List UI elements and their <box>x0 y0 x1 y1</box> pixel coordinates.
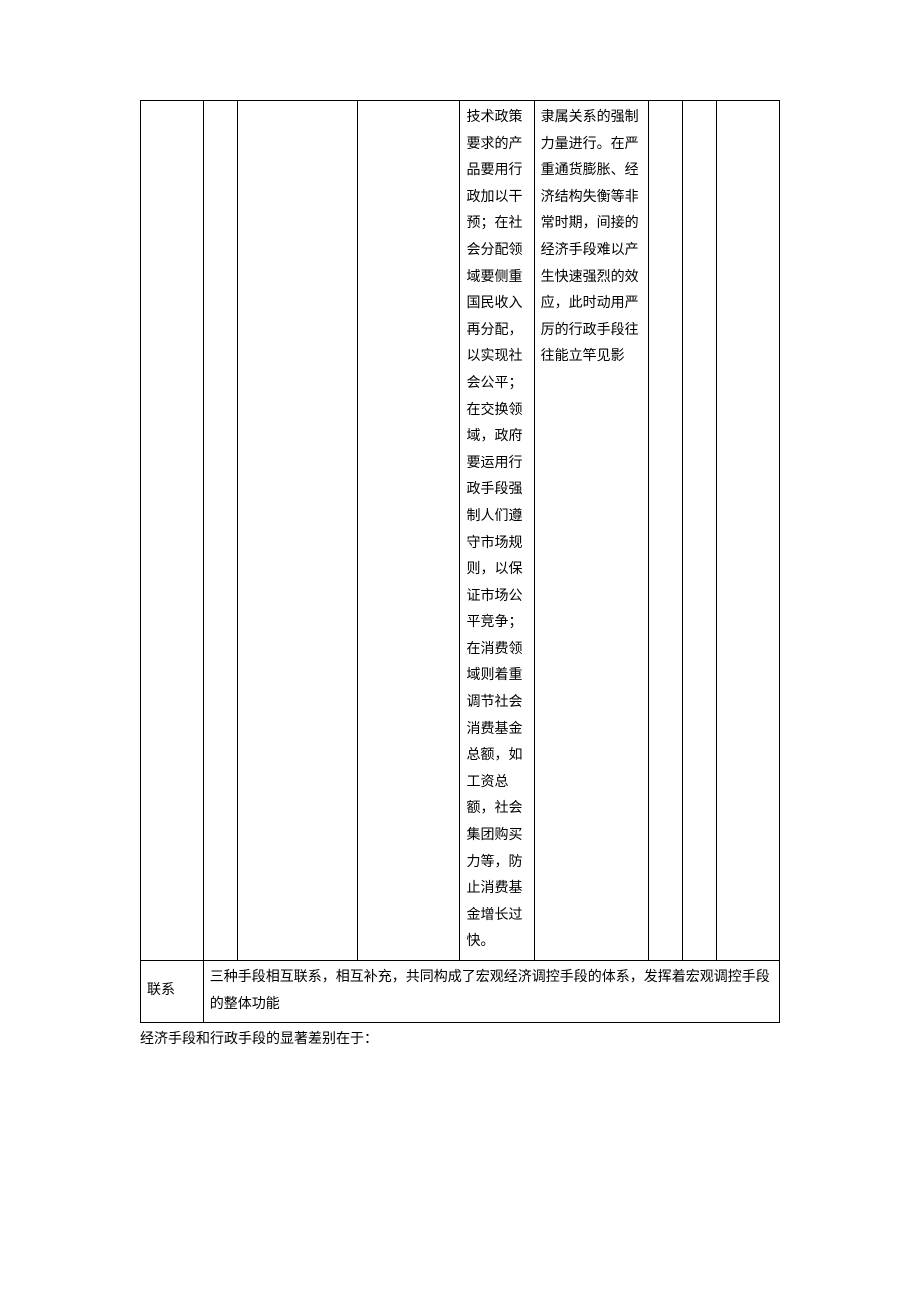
cell-empty <box>357 101 460 961</box>
cell-empty <box>717 101 780 961</box>
cell-empty <box>203 101 237 961</box>
cell-content-e: 隶属关系的强制力量进行。在严重通货膨胀、经济结构失衡等非常时期，间接的经济手段难… <box>534 101 648 961</box>
comparison-table: 技术政策要求的产品要用行政加以干预；在社会分配领域要侧重国民收入再分配，以实现社… <box>140 100 780 1023</box>
cell-relation-content: 三种手段相互联系，相互补充，共同构成了宏观经济调控手段的体系，发挥着宏观调控手段… <box>203 961 779 1023</box>
table-row: 联系 三种手段相互联系，相互补充，共同构成了宏观经济调控手段的体系，发挥着宏观调… <box>141 961 780 1023</box>
table-row: 技术政策要求的产品要用行政加以干预；在社会分配领域要侧重国民收入再分配，以实现社… <box>141 101 780 961</box>
cell-empty <box>141 101 204 961</box>
cell-content-d: 技术政策要求的产品要用行政加以干预；在社会分配领域要侧重国民收入再分配，以实现社… <box>460 101 534 961</box>
cell-empty <box>682 101 716 961</box>
cell-empty <box>237 101 357 961</box>
footnote-text: 经济手段和行政手段的显著差别在于： <box>140 1027 780 1054</box>
document-page: 技术政策要求的产品要用行政加以干预；在社会分配领域要侧重国民收入再分配，以实现社… <box>0 0 920 1114</box>
row-label-relation: 联系 <box>141 961 204 1023</box>
cell-empty <box>648 101 682 961</box>
